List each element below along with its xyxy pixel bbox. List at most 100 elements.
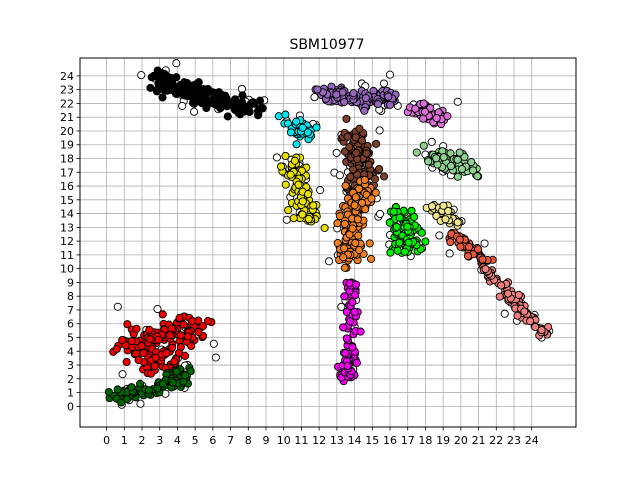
scatter-point — [154, 335, 163, 344]
x-tick-label: 1 — [121, 434, 128, 447]
scatter-point — [304, 190, 313, 199]
scatter-point — [357, 198, 367, 207]
scatter-point — [455, 148, 464, 157]
y-tick-label: 0 — [67, 400, 74, 413]
y-tick-label: 11 — [60, 249, 74, 262]
scatter-point — [513, 311, 522, 320]
scatter-point — [239, 106, 248, 115]
scatter-point — [365, 239, 374, 248]
scatter-point — [480, 239, 489, 248]
x-tick-label: 3 — [156, 434, 163, 447]
x-tick-label: 15 — [365, 434, 379, 447]
scatter-point — [424, 157, 433, 166]
x-tick-label: 19 — [436, 434, 450, 447]
scatter-point — [320, 223, 329, 233]
scatter-point — [150, 362, 159, 371]
scatter-point — [478, 255, 487, 264]
scatter-point — [354, 231, 363, 240]
scatter-point — [281, 110, 290, 119]
scatter-point — [353, 215, 362, 224]
scatter-point — [348, 165, 358, 174]
y-tick-label: 24 — [60, 70, 74, 83]
scatter-point — [411, 104, 420, 113]
scatter-point — [457, 165, 466, 174]
x-tick-label: 9 — [263, 434, 270, 447]
scatter-point — [146, 369, 156, 378]
scatter-point — [230, 96, 239, 105]
scatter-point — [355, 124, 364, 133]
scatter-point — [186, 367, 195, 376]
scatter-point — [203, 316, 212, 326]
scatter-point — [537, 326, 546, 335]
scatter-point — [371, 188, 380, 197]
scatter-point — [403, 222, 412, 231]
x-tick-label: 2 — [139, 434, 146, 447]
x-tick-label: 13 — [330, 434, 344, 447]
scatter-point — [172, 59, 181, 68]
scatter-point — [325, 257, 334, 266]
scatter-point — [282, 215, 291, 224]
y-tick-label: 1 — [67, 387, 74, 400]
scatter-point — [179, 320, 188, 329]
scatter-point — [360, 175, 369, 185]
scatter-point — [333, 219, 342, 228]
scatter-point — [503, 289, 513, 298]
scatter-point — [284, 206, 293, 215]
scatter-point — [170, 357, 179, 366]
scatter-point — [432, 154, 441, 163]
x-tick-label: 18 — [418, 434, 432, 447]
scatter-point — [463, 252, 473, 261]
scatter-point — [520, 307, 529, 316]
scatter-point — [335, 171, 344, 180]
scatter-point — [428, 202, 437, 211]
scatter-point — [222, 98, 231, 107]
scatter-point — [211, 353, 220, 362]
scatter-point — [453, 172, 462, 181]
scatter-point — [339, 244, 349, 253]
scatter-point — [181, 371, 190, 380]
y-tick-label: 13 — [60, 221, 74, 234]
scatter-point — [348, 298, 357, 307]
scatter-point — [146, 83, 155, 92]
scatter-point — [123, 320, 132, 329]
scatter-point — [199, 322, 208, 331]
x-tick-label: 10 — [277, 434, 291, 447]
scatter-point — [168, 378, 177, 387]
scatter-point — [351, 133, 360, 142]
x-tick-label: 12 — [312, 434, 326, 447]
scatter-point — [183, 332, 192, 341]
scatter-point — [345, 143, 354, 152]
scatter-point — [343, 132, 352, 141]
x-axis-ticks: 0 1 2 3 4 5 6 7 8 9 10 11 12 13 14 15 16 17 18 19 20 21 22 23 24 — [103, 427, 539, 447]
scatter-point — [441, 215, 450, 224]
scatter-point — [497, 281, 506, 290]
scatter-point — [167, 324, 176, 333]
scatter-point — [298, 210, 307, 219]
scatter-point — [526, 317, 535, 326]
y-tick-label: 15 — [60, 194, 74, 207]
scatter-point — [309, 201, 318, 210]
scatter-point — [332, 90, 341, 99]
scatter-point — [348, 224, 357, 233]
scatter-point — [127, 383, 136, 392]
scatter-point — [209, 339, 218, 348]
scatter-point — [127, 337, 136, 346]
x-tick-label: 0 — [103, 434, 110, 447]
y-tick-label: 9 — [67, 276, 74, 289]
scatter-point — [360, 106, 369, 115]
scatter-point — [356, 327, 365, 336]
scatter-point — [375, 164, 384, 174]
scatter-point — [289, 214, 298, 223]
y-tick-label: 4 — [67, 345, 74, 358]
scatter-point — [443, 112, 452, 121]
scatter-point — [481, 264, 490, 274]
scatter-point — [175, 313, 184, 322]
scatter-point — [298, 197, 307, 206]
scatter-point — [389, 207, 398, 216]
scatter-point — [153, 304, 162, 314]
x-tick-label: 20 — [454, 434, 468, 447]
scatter-point — [158, 93, 167, 102]
scatter-point — [340, 263, 349, 272]
scatter-point — [137, 341, 146, 350]
